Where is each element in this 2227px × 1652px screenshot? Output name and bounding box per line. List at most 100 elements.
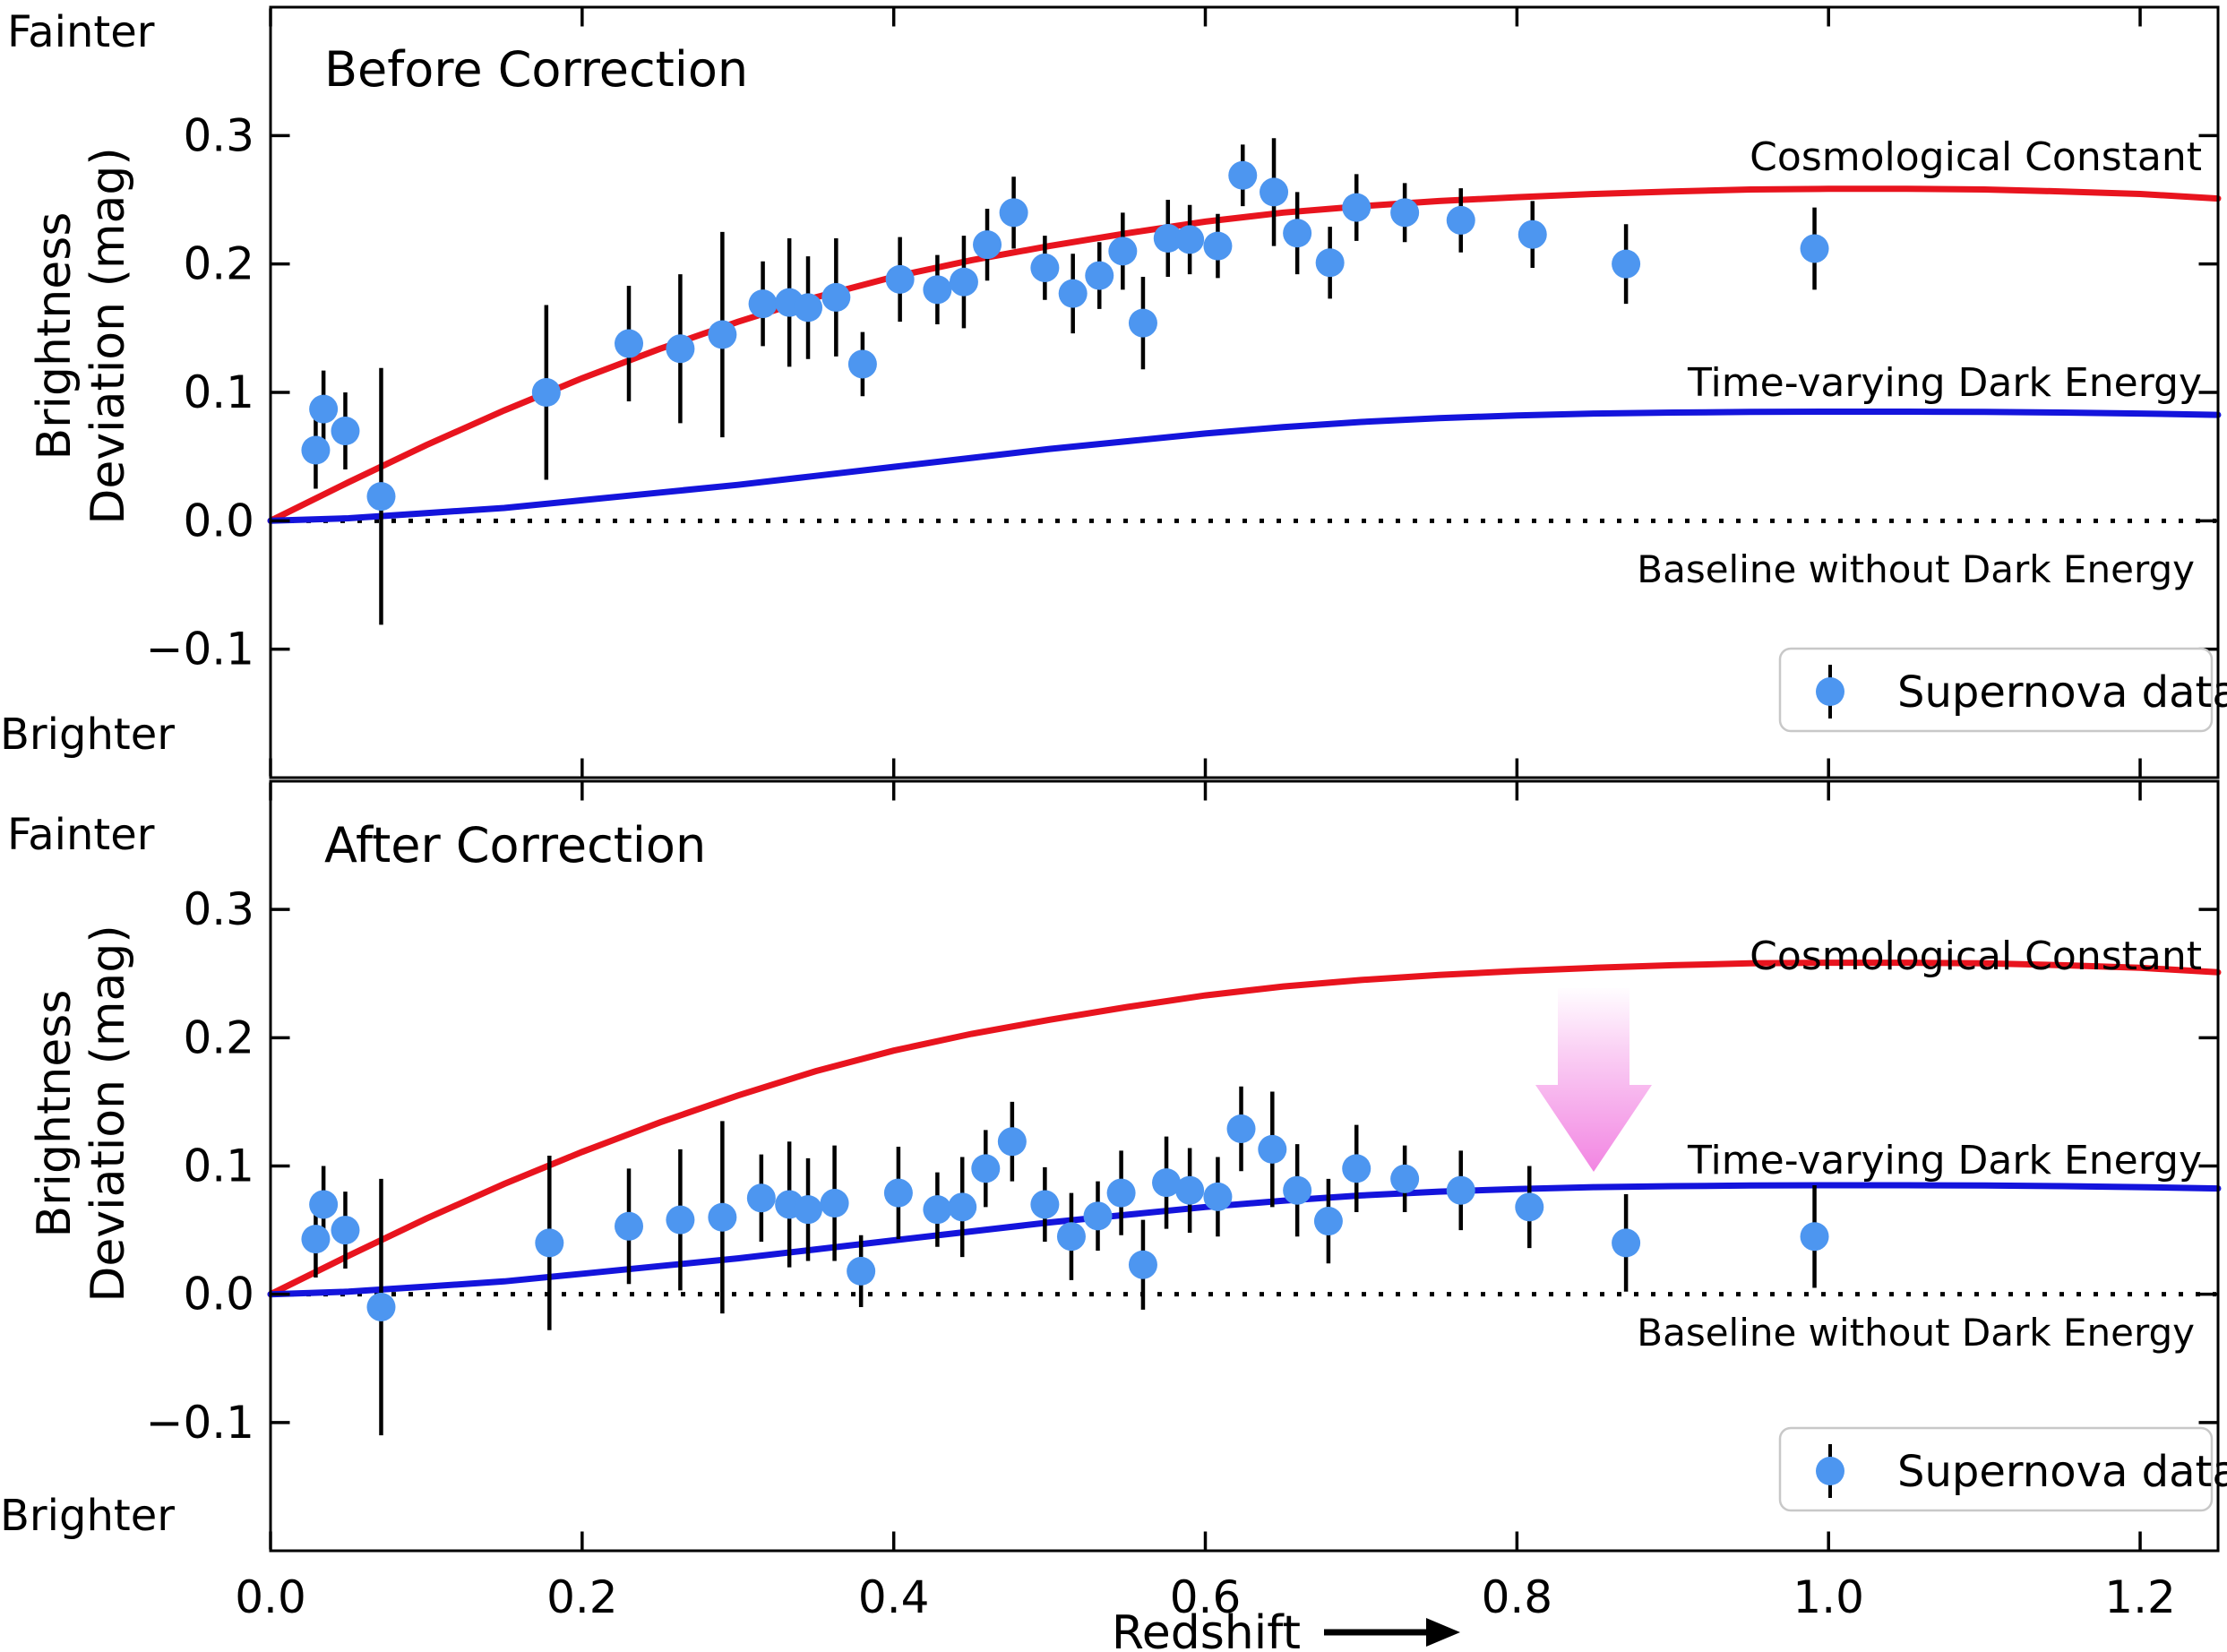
supernova-point [923, 1195, 952, 1225]
cosmological-constant-label-bottom: Cosmological Constant [1750, 934, 2202, 979]
panel-title-before: Before Correction [324, 41, 748, 98]
cosmological-constant-label-top: Cosmological Constant [1750, 134, 2202, 180]
legend-point-icon-top [1816, 677, 1844, 706]
fainter-label-bottom: Fainter [7, 810, 155, 860]
supernova-point [1106, 1178, 1136, 1208]
supernova-point [1030, 1190, 1060, 1219]
supernova-point [847, 349, 877, 379]
time-varying-label-bottom: Time-varying Dark Energy [1687, 1138, 2202, 1183]
y-tick-label: −0.1 [146, 624, 254, 675]
legend-label-top: Supernova data [1897, 667, 2227, 718]
supernova-point [1612, 249, 1641, 279]
x-tick-label: 0.0 [235, 1571, 306, 1623]
supernova-point [885, 264, 915, 294]
supernova-point [1085, 261, 1114, 290]
legend-label-bottom: Supernova data [1897, 1447, 2227, 1497]
panel-bottom-frame [269, 779, 2220, 1553]
y-tick-label: 0.1 [183, 1140, 254, 1192]
supernova-point [1390, 1164, 1420, 1193]
redshift-arrow-head-icon [1426, 1618, 1460, 1647]
supernova-point [1203, 1182, 1233, 1211]
supernova-point [1518, 219, 1547, 249]
supernova-point [531, 378, 561, 407]
supernova-point [666, 1205, 695, 1235]
supernova-point [949, 267, 978, 297]
supernova-point [535, 1228, 564, 1258]
legend-bottom: Supernova data [1778, 1426, 2227, 1512]
supernova-point [1283, 1175, 1312, 1205]
supernova-point [708, 1202, 737, 1232]
x-tick-label: 0.8 [1482, 1571, 1553, 1623]
supernova-point [615, 1211, 644, 1241]
supernova-point [746, 1183, 776, 1213]
supernova-point [1258, 1134, 1287, 1164]
supernova-point [1175, 225, 1205, 254]
supernova-point [1083, 1201, 1113, 1231]
supernova-point [971, 1154, 1001, 1183]
supernova-point [1175, 1175, 1205, 1205]
supernova-point [1260, 177, 1289, 207]
supernova-point [847, 1256, 876, 1286]
y-tick-label: 0.2 [183, 238, 254, 290]
supernova-point [1203, 231, 1233, 261]
supernova-point [1152, 1168, 1182, 1198]
y-axis-label-bottom-line1: Brightness [28, 990, 82, 1238]
correction-down-arrow-icon [1535, 988, 1652, 1172]
y-axis-label-top-line2: Deviation (mag) [82, 147, 135, 524]
supernova-point [1390, 198, 1420, 228]
supernova-point [1128, 308, 1157, 338]
y-axis-label-bottom-line2: Deviation (mag) [82, 925, 135, 1302]
supernova-point [1315, 248, 1345, 278]
time-varying-curve [267, 1182, 2222, 1298]
supernova-point [1058, 279, 1088, 308]
x-axis-label-group: Redshift [1112, 1606, 1460, 1652]
cosmological-constant-curve [267, 185, 2222, 524]
supernova-point [1313, 1207, 1343, 1236]
x-tick-label: 1.2 [2104, 1571, 2176, 1623]
baseline-label-bottom: Baseline without Dark Energy [1637, 1311, 2195, 1355]
supernova-point [999, 198, 1028, 228]
x-axis-label: Redshift [1112, 1606, 1301, 1652]
legend-box-bottom [1778, 1426, 2214, 1512]
supernova-point [309, 394, 339, 424]
supernova-point [1283, 219, 1312, 248]
x-tick-label: 0.4 [858, 1571, 930, 1623]
brighter-label-top: Brighter [0, 710, 175, 760]
supernova-point [820, 1189, 849, 1218]
y-tick-label: −0.1 [146, 1397, 254, 1449]
legend-top: Supernova data [1778, 647, 2227, 733]
supernova-point [1342, 1154, 1371, 1183]
supernova-point [1056, 1222, 1086, 1252]
plot-layer: 0.3 0.2 0.1 0.0 −0.1 0.3 0.2 0.1 0.0 −0.1 0.0 0.2 0.… [146, 8, 2222, 1623]
panel-title-after: After Correction [324, 817, 706, 873]
supernova-point [1342, 193, 1371, 222]
supernova-point [1128, 1250, 1157, 1279]
time-varying-label-top: Time-varying Dark Energy [1687, 360, 2202, 406]
supernova-point [366, 1292, 396, 1321]
supernova-point [331, 1216, 360, 1245]
supernova-point [1228, 160, 1258, 190]
supernova-point [1030, 253, 1060, 282]
supernova-point [1612, 1228, 1641, 1258]
supernova-point [1108, 237, 1138, 266]
supernova-point [1800, 1222, 1829, 1252]
y-tick-label: 0.0 [183, 495, 254, 546]
y-tick-label: 0.0 [183, 1269, 254, 1321]
supernova-point [794, 293, 823, 323]
supernova-point [301, 435, 331, 465]
time-varying-curve [267, 409, 2222, 524]
supernova-point [1800, 234, 1829, 263]
supernova-point [821, 282, 851, 312]
supernova-point [748, 289, 778, 319]
supernova-point [794, 1195, 823, 1225]
supernova-point [948, 1192, 977, 1222]
supernova-point [883, 1178, 913, 1208]
y-tick-label: 0.3 [183, 883, 254, 935]
y-tick-label: 0.1 [183, 366, 254, 418]
supernova-point [309, 1190, 339, 1219]
cosmological-constant-curve [267, 959, 2222, 1298]
fainter-label-top: Fainter [7, 7, 155, 57]
legend-point-icon-bottom [1816, 1457, 1844, 1485]
supernova-point [1446, 205, 1475, 235]
